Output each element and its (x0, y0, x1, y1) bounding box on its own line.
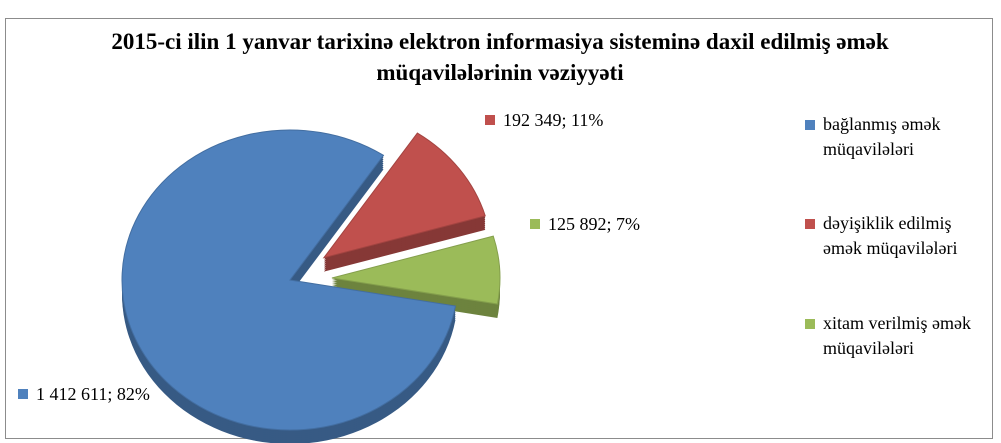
pie-slice (322, 132, 486, 259)
pie-slice (121, 129, 457, 431)
data-label: 1 412 611; 82% (18, 384, 150, 405)
legend-swatch (805, 319, 815, 329)
legend-swatch (805, 120, 815, 130)
legend-item: bağlanmış əmək müqavilələri (805, 112, 973, 162)
legend-item: dəyişiklik edilmiş əmək müqavilələri (805, 211, 973, 261)
chart-title: 2015-ci ilin 1 yanvar tarixinə elektron … (111, 29, 889, 85)
data-label-text: 125 892; 7% (548, 214, 640, 234)
label-swatch (485, 115, 495, 125)
legend-text: bağlanmış əmək müqavilələri (823, 114, 941, 159)
data-label: 192 349; 11% (485, 110, 603, 131)
label-swatch (530, 219, 540, 229)
legend-item: xitam verilmiş əmək müqavilələri (805, 311, 973, 361)
label-swatch (18, 389, 28, 399)
pie-slice (331, 235, 501, 305)
chart-frame (5, 18, 993, 439)
data-label-text: 192 349; 11% (503, 110, 604, 130)
data-label-text: 1 412 611; 82% (36, 384, 150, 404)
data-label: 125 892; 7% (530, 214, 640, 235)
legend-swatch (805, 219, 815, 229)
legend-text: xitam verilmiş əmək müqavilələri (823, 313, 971, 358)
legend-text: dəyişiklik edilmiş əmək müqavilələri (823, 213, 958, 258)
